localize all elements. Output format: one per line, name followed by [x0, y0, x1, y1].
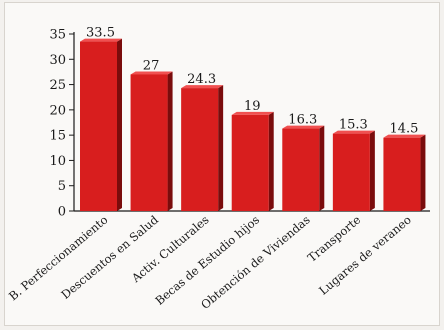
- bar: [80, 41, 117, 212]
- bar-top: [181, 85, 224, 89]
- bar-top: [282, 125, 325, 129]
- value-label: 15.3: [339, 118, 368, 133]
- bar: [130, 74, 168, 211]
- bar-top: [80, 38, 122, 42]
- bar-side: [319, 125, 325, 211]
- bar: [181, 88, 219, 211]
- bar-side: [167, 71, 173, 211]
- bars: [80, 38, 426, 212]
- bar-side: [420, 134, 426, 211]
- y-tick-label: 25: [49, 78, 66, 93]
- bar-side: [369, 130, 375, 211]
- category-label: Lugares de veraneo: [316, 213, 414, 298]
- category-label: B. Perfeccionamiento: [6, 213, 110, 304]
- bar-side: [218, 85, 224, 211]
- value-label: 16.3: [288, 113, 317, 128]
- y-tick-label: 15: [49, 129, 66, 144]
- bar-top: [383, 134, 426, 138]
- value-label: 33.5: [86, 26, 115, 41]
- bar-top: [332, 130, 375, 134]
- bar-side: [117, 38, 122, 212]
- bar: [282, 128, 320, 211]
- bar-top: [231, 111, 274, 115]
- bar-side: [268, 111, 274, 211]
- bar: [383, 137, 421, 211]
- category-label: Descuentos en Salud: [58, 212, 161, 302]
- value-label: 27: [143, 58, 160, 73]
- y-tick-label: 0: [58, 205, 66, 220]
- y-tick-label: 5: [58, 179, 66, 194]
- value-label: 14.5: [389, 122, 418, 137]
- y-tick-label: 35: [49, 28, 66, 43]
- bar: [231, 114, 269, 211]
- bar: [332, 133, 370, 211]
- bar-top: [130, 71, 173, 75]
- y-tick-label: 10: [49, 154, 66, 169]
- y-tick-label: 30: [49, 53, 66, 68]
- value-label: 24.3: [187, 72, 216, 87]
- value-label: 19: [244, 99, 261, 114]
- y-tick-label: 20: [49, 103, 66, 118]
